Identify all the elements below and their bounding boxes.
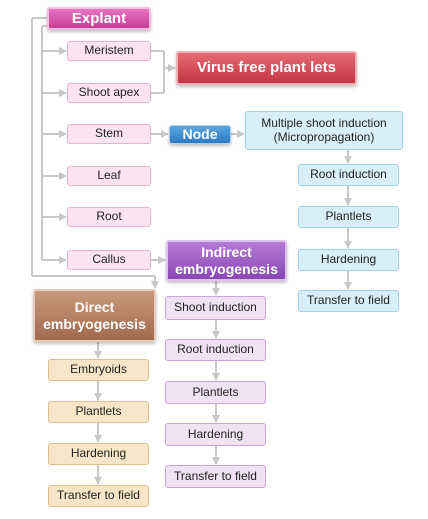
indirect-step-label: Hardening [187, 426, 244, 441]
direct-embryogenesis-box: Direct embryogenesis [33, 289, 156, 342]
callus-box: Callus [67, 250, 151, 270]
indirect-root-induction-box: Root induction [165, 339, 266, 361]
direct-step-label: Hardening [70, 446, 127, 461]
micro-step-label: Transfer to field [307, 293, 390, 308]
direct-embryoids-box: Embryoids [48, 359, 149, 381]
indirect-step-label: Shoot induction [174, 300, 257, 315]
node-label: Node [182, 126, 218, 143]
explant-box: Explant [47, 7, 151, 30]
direct-line2: embryogenesis [43, 315, 146, 332]
indirect-shoot-induction-box: Shoot induction [165, 296, 266, 320]
direct-step-label: Plantlets [75, 404, 122, 419]
virus-free-label: Virus free plant lets [197, 59, 336, 77]
stem-box: Stem [67, 124, 151, 144]
direct-step-label: Transfer to field [57, 488, 140, 503]
micro-step-label: Hardening [320, 252, 377, 267]
micro-transfer-box: Transfer to field [298, 290, 399, 312]
direct-step-label: Embryoids [70, 362, 127, 377]
micro-hardening-box: Hardening [298, 249, 399, 271]
virus-free-box: Virus free plant lets [176, 51, 357, 85]
micro-root-induction-box: Root induction [298, 164, 399, 186]
indirect-line1: Indirect [201, 244, 252, 261]
callus-label: Callus [92, 252, 126, 267]
shoot-apex-box: Shoot apex [67, 83, 151, 103]
direct-transfer-box: Transfer to field [48, 485, 149, 507]
indirect-line2: embryogenesis [175, 260, 278, 277]
micro-step-label: Plantlets [325, 209, 372, 224]
root-label: Root [96, 209, 122, 224]
multiple-shoot-box: Multiple shoot induction (Micropropagati… [245, 111, 403, 150]
multiple-shoot-line2: (Micropropagation) [273, 129, 375, 144]
direct-hardening-box: Hardening [48, 443, 149, 465]
meristem-label: Meristem [84, 43, 134, 58]
micro-plantlets-box: Plantlets [298, 206, 399, 228]
indirect-hardening-box: Hardening [165, 423, 266, 446]
shoot-apex-label: Shoot apex [78, 85, 140, 100]
indirect-embryogenesis-box: Indirect embryogenesis [166, 240, 287, 281]
micro-step-label: Root induction [310, 167, 387, 182]
indirect-step-label: Root induction [177, 342, 254, 357]
indirect-step-label: Plantlets [192, 384, 239, 399]
indirect-plantlets-box: Plantlets [165, 381, 266, 404]
explant-label: Explant [71, 9, 127, 27]
leaf-label: Leaf [97, 168, 121, 183]
direct-plantlets-box: Plantlets [48, 401, 149, 423]
leaf-box: Leaf [67, 166, 151, 186]
meristem-box: Meristem [67, 41, 151, 61]
indirect-step-label: Transfer to field [174, 468, 257, 483]
node-box: Node [169, 125, 231, 144]
multiple-shoot-line1: Multiple shoot induction [261, 115, 387, 130]
root-box: Root [67, 207, 151, 227]
indirect-transfer-box: Transfer to field [165, 465, 266, 488]
direct-line1: Direct [74, 299, 115, 316]
stem-label: Stem [94, 126, 123, 141]
